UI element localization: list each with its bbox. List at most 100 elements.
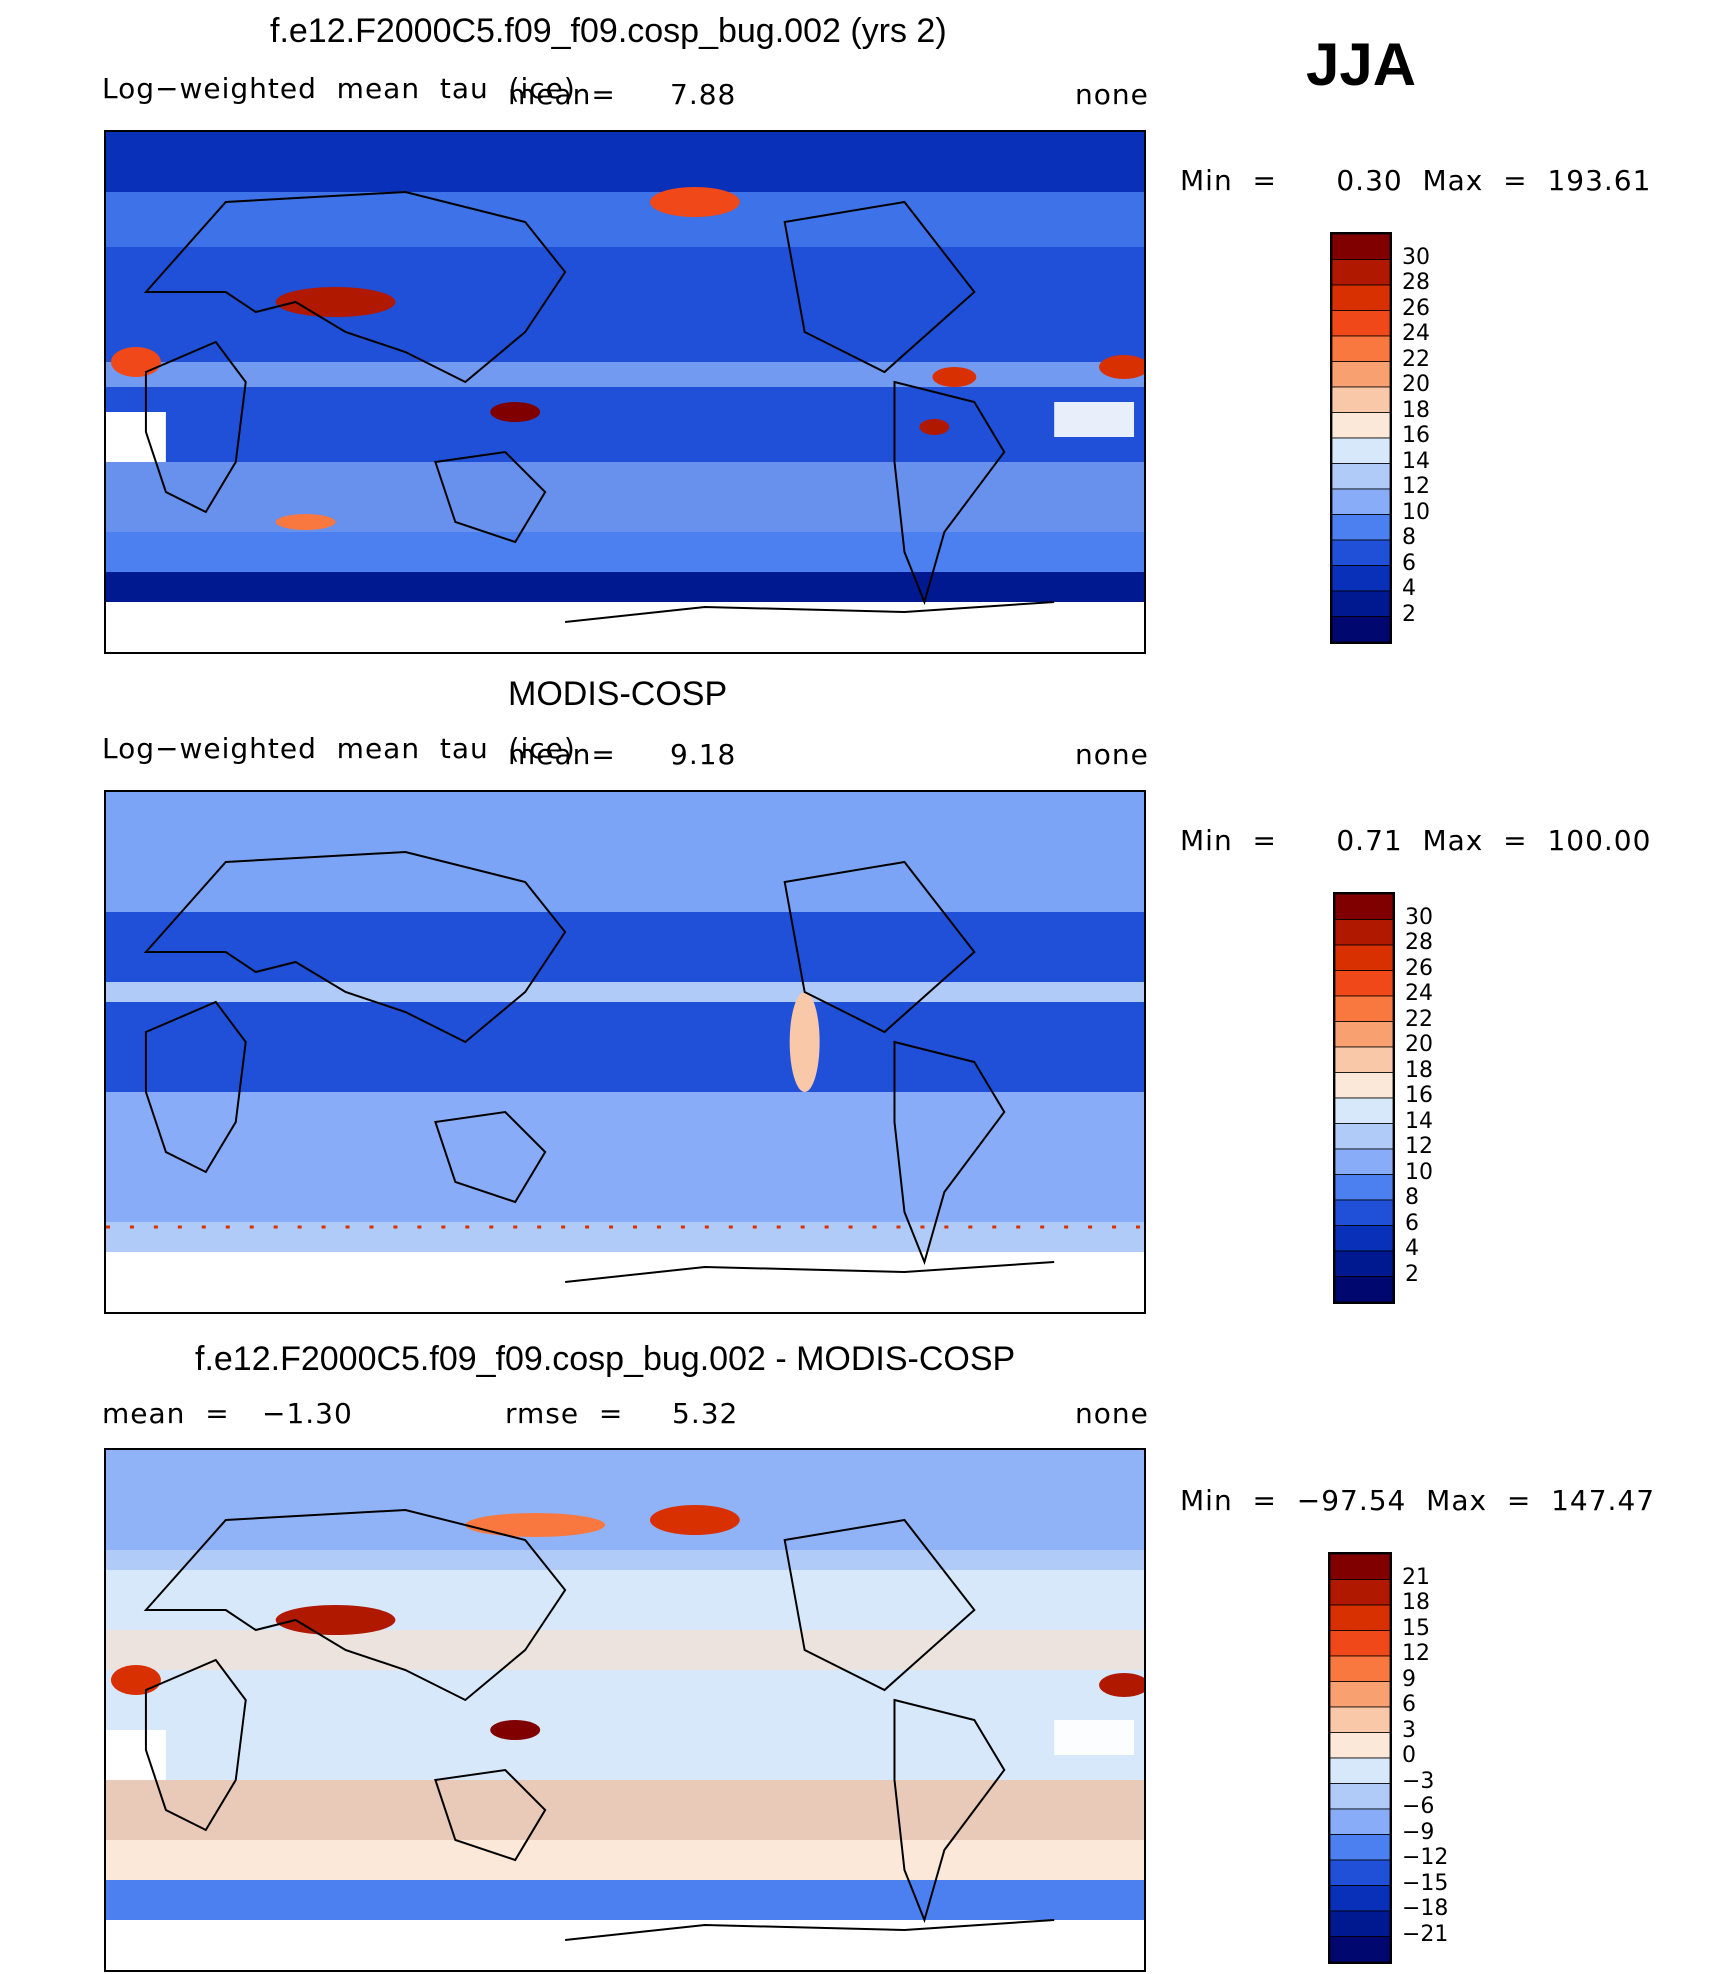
panel3-minmax: Min = −97.54 Max = 147.47 (1180, 1484, 1656, 1517)
colorbar-swatch (1331, 361, 1391, 388)
colorbar-swatch (1331, 565, 1391, 592)
panel1-colorbar-graphic (1331, 233, 1391, 643)
colorbar-tick-label: 18 (1405, 1057, 1433, 1083)
colorbar-tick-label: 22 (1405, 1006, 1433, 1032)
colorbar-swatch (1329, 1910, 1391, 1937)
colorbar-tick-label: −12 (1402, 1845, 1449, 1870)
colorbar-tick-label: 0 (1402, 1743, 1416, 1768)
colorbar-tick-label: 4 (1405, 1236, 1419, 1261)
panel2-colorbar-graphic (1334, 893, 1394, 1303)
colorbar-tick-label: 9 (1402, 1666, 1416, 1692)
colorbar-swatch (1329, 1681, 1391, 1708)
colorbar-swatch (1334, 893, 1394, 920)
colorbar-tick-label: 21 (1402, 1564, 1430, 1590)
colorbar-tick-label: 20 (1405, 1032, 1433, 1057)
panel2-mean-label: mean= (508, 738, 616, 771)
colorbar-swatch (1334, 1225, 1394, 1252)
colorbar-swatch (1329, 1757, 1391, 1784)
panel3-colorbar-graphic (1329, 1553, 1391, 1963)
panel3-map-graphic (106, 1450, 1144, 1970)
colorbar-tick-label: 6 (1402, 1692, 1416, 1717)
panel2-units: none (1075, 738, 1149, 771)
colorbar-tick-label: 26 (1405, 955, 1433, 981)
colorbar-swatch (1334, 1097, 1394, 1124)
colorbar-tick-label: 12 (1402, 1641, 1430, 1666)
panel3-title: f.e12.F2000C5.f09_f09.cosp_bug.002 - MOD… (195, 1340, 1016, 1378)
colorbar-swatch (1331, 488, 1391, 515)
colorbar-swatch (1331, 233, 1391, 260)
colorbar-tick-label: 10 (1402, 499, 1430, 525)
colorbar-swatch (1334, 995, 1394, 1022)
colorbar-tick-label: 16 (1402, 423, 1430, 448)
panel1-mean-label: mean= (508, 78, 616, 111)
colorbar-swatch (1334, 1199, 1394, 1226)
panel2-mean-value: 9.18 (670, 738, 737, 771)
panel1-title: f.e12.F2000C5.f09_f09.cosp_bug.002 (yrs … (270, 12, 947, 50)
panel3-colorbar (1328, 1552, 1392, 1964)
colorbar-swatch (1331, 284, 1391, 311)
colorbar-swatch (1334, 1123, 1394, 1150)
colorbar-tick-label: 15 (1402, 1615, 1430, 1641)
colorbar-tick-label: 24 (1402, 321, 1430, 346)
colorbar-swatch (1331, 616, 1391, 643)
panel2-colorbar (1333, 892, 1395, 1304)
colorbar-tick-label: 2 (1402, 601, 1416, 627)
colorbar-swatch (1334, 919, 1394, 946)
colorbar-swatch (1334, 1148, 1394, 1175)
panel1-colorbar (1330, 232, 1392, 644)
colorbar-tick-label: 8 (1402, 525, 1416, 550)
colorbar-tick-label: 16 (1405, 1083, 1433, 1108)
panel2-map (104, 790, 1146, 1314)
colorbar-tick-label: −3 (1402, 1768, 1435, 1794)
colorbar-swatch (1331, 259, 1391, 286)
colorbar-swatch (1329, 1885, 1391, 1912)
panel1-variable-label: Log−weighted mean tau (ice) (102, 72, 576, 105)
colorbar-tick-label: −18 (1402, 1896, 1449, 1921)
panel3-mean-value: −1.30 (262, 1397, 353, 1430)
colorbar-swatch (1329, 1579, 1391, 1606)
colorbar-tick-label: 14 (1402, 448, 1430, 474)
panel2-title: MODIS-COSP (508, 675, 728, 713)
colorbar-tick-label: 18 (1402, 397, 1430, 423)
panel2-variable-label: Log−weighted mean tau (ice) (102, 732, 576, 765)
colorbar-swatch (1334, 1046, 1394, 1073)
colorbar-swatch (1334, 1174, 1394, 1201)
colorbar-tick-label: 2 (1405, 1261, 1419, 1287)
colorbar-swatch (1331, 335, 1391, 362)
colorbar-tick-label: 12 (1402, 474, 1430, 499)
panel3-units: none (1075, 1397, 1149, 1430)
colorbar-tick-label: 30 (1402, 244, 1430, 270)
colorbar-swatch (1329, 1783, 1391, 1810)
colorbar-swatch (1331, 437, 1391, 464)
colorbar-swatch (1329, 1936, 1391, 1963)
colorbar-tick-label: 10 (1405, 1159, 1433, 1185)
colorbar-swatch (1329, 1808, 1391, 1835)
colorbar-tick-label: 6 (1405, 1210, 1419, 1236)
colorbar-swatch (1334, 1021, 1394, 1048)
colorbar-tick-label: 3 (1402, 1717, 1416, 1743)
colorbar-swatch (1331, 539, 1391, 566)
colorbar-swatch (1334, 1250, 1394, 1277)
panel3-rmse-label: rmse = (505, 1397, 624, 1430)
colorbar-swatch (1329, 1732, 1391, 1759)
colorbar-tick-label: 22 (1402, 346, 1430, 372)
colorbar-swatch (1329, 1630, 1391, 1657)
colorbar-swatch (1334, 944, 1394, 971)
colorbar-tick-label: 30 (1405, 904, 1433, 930)
colorbar-tick-label: 28 (1405, 930, 1433, 955)
panel1-units: none (1075, 78, 1149, 111)
colorbar-tick-label: −15 (1402, 1870, 1449, 1896)
colorbar-tick-label: 14 (1405, 1108, 1433, 1134)
panel1-map-graphic (106, 132, 1144, 652)
colorbar-swatch (1329, 1706, 1391, 1733)
colorbar-tick-label: 8 (1405, 1185, 1419, 1210)
colorbar-swatch (1331, 386, 1391, 413)
colorbar-tick-label: −6 (1402, 1794, 1435, 1819)
colorbar-swatch (1334, 1072, 1394, 1099)
colorbar-swatch (1331, 310, 1391, 337)
colorbar-tick-label: 20 (1402, 372, 1430, 397)
panel3-map (104, 1448, 1146, 1972)
colorbar-swatch (1334, 1276, 1394, 1303)
colorbar-swatch (1329, 1834, 1391, 1861)
colorbar-tick-label: 24 (1405, 981, 1433, 1006)
